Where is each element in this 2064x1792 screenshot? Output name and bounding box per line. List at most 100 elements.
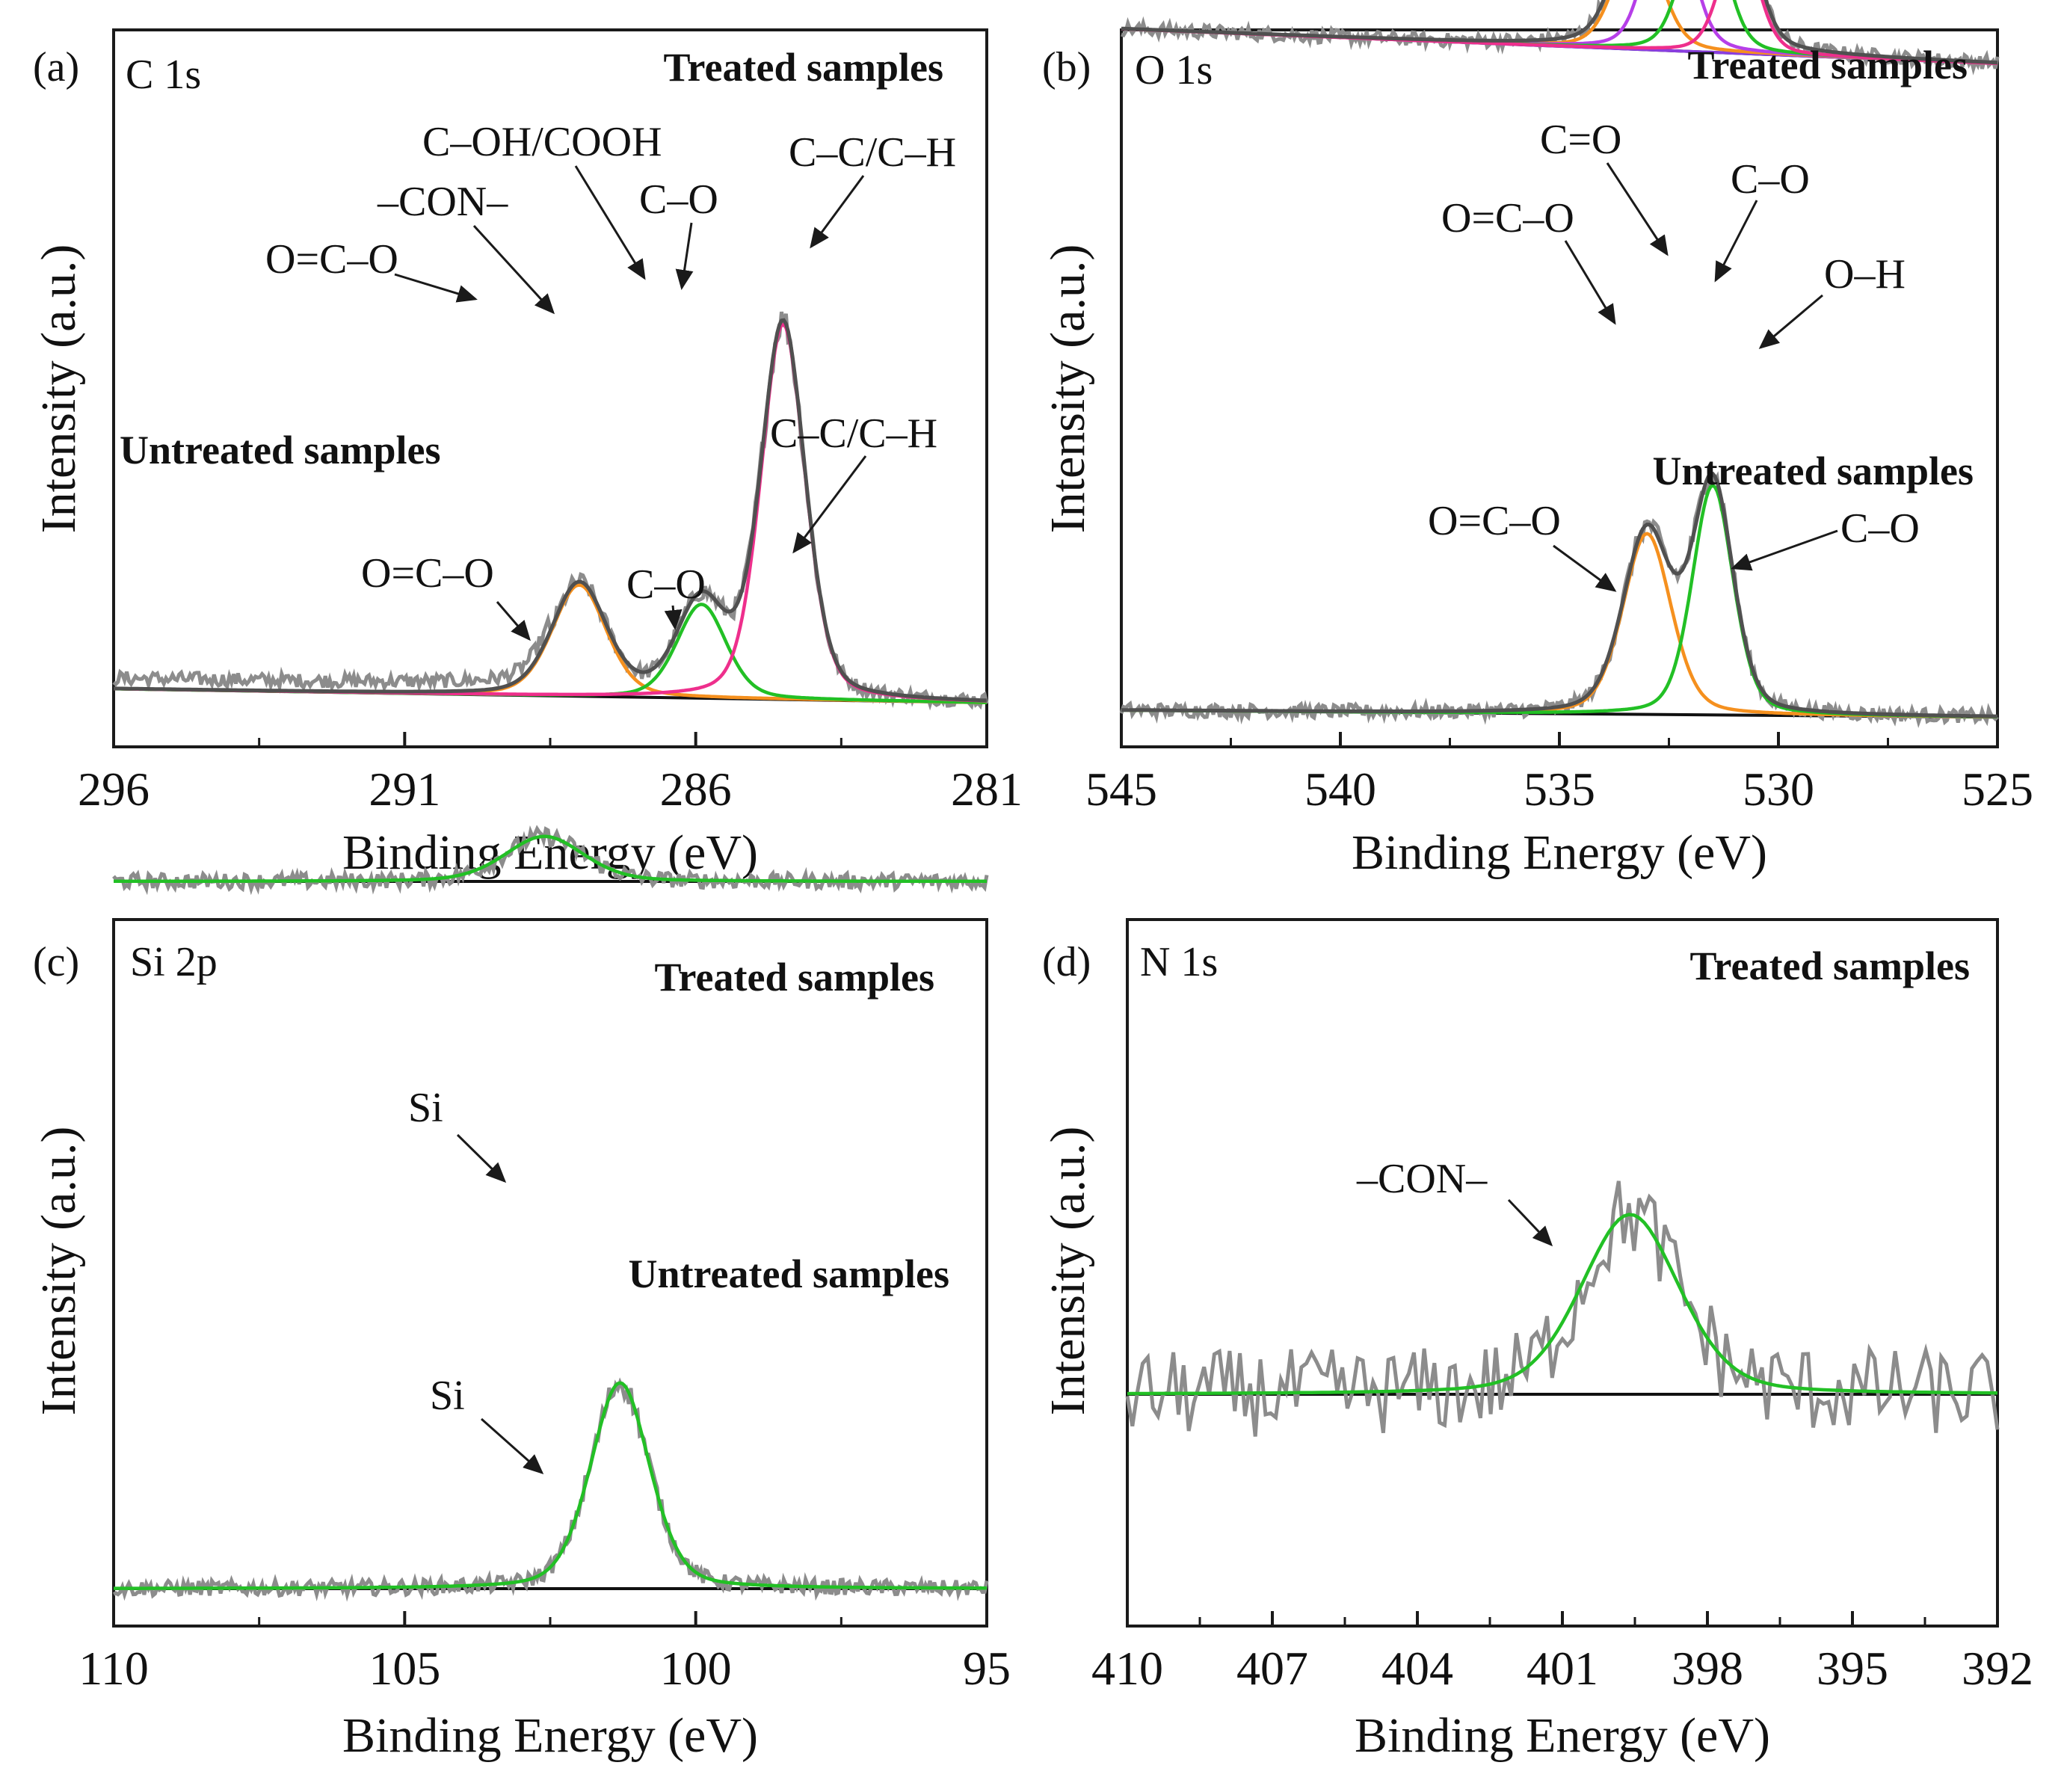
panel-a-raw-1 <box>112 311 989 711</box>
panel-b-tick-label: 535 <box>1524 763 1595 816</box>
panel-b-treated-label: Treated samples <box>1688 43 1968 87</box>
panel-d-plot <box>1125 1180 2000 1437</box>
panel-d: 410 407 404 401 398 395 392 (d) N 1s Treated s… <box>1041 918 2033 1763</box>
panel-d-arrow-con <box>1507 1198 1553 1247</box>
panel-b-arrow-oh-treated <box>1758 294 1823 349</box>
panel-d-xlabel: Binding Energy (eV) <box>1355 1708 1770 1763</box>
panel-c-xlabel: Binding Energy (eV) <box>342 1708 758 1763</box>
panel-a-arrow-cc-treated <box>810 175 865 249</box>
panel-d-treated-label: Treated samples <box>1690 943 1970 988</box>
panel-b-label-oco-untreated: O=C–O <box>1428 498 1561 544</box>
panel-c-raw-1 <box>112 1377 989 1602</box>
panel-d-raw-0 <box>1125 1180 2000 1437</box>
panel-d-tick-label: 395 <box>1817 1642 1888 1695</box>
panel-b-envelope-1 <box>1121 472 1998 718</box>
panel-a-label-co-untreated: C–O <box>626 561 706 608</box>
panel-c-element-label: Si 2p <box>130 939 218 985</box>
panel-b-arrow-c=o-treated <box>1606 162 1669 256</box>
panel-a-plot <box>112 311 989 711</box>
panel-c-peak-0-0 <box>114 834 987 884</box>
panel-b-label-co-treated: C–O <box>1731 156 1810 203</box>
panel-c-label-si-untreated: Si <box>430 1373 465 1419</box>
panel-b-ticks: 545 540 535 530 525 <box>1085 732 2033 816</box>
panel-d-tick-label: 392 <box>1962 1642 2033 1695</box>
panel-d-tick-label: 407 <box>1236 1642 1308 1695</box>
panel-d-tick-label: 404 <box>1381 1642 1453 1695</box>
panel-a-label-cc-treated: C–C/C–H <box>789 129 956 176</box>
panel-a-label-oco-treated: O=C–O <box>265 236 398 283</box>
panel-a-tick-label: 296 <box>78 763 150 816</box>
panel-a-arrow-cc-untreated <box>792 455 867 554</box>
panel-a-treated-label: Treated samples <box>664 45 943 90</box>
panel-b-tick-label: 545 <box>1085 763 1157 816</box>
panel-d-label-con: –CON– <box>1356 1156 1488 1202</box>
panel-c-untreated-label: Untreated samples <box>629 1251 949 1296</box>
panel-a-label-co-treated: C–O <box>639 176 718 223</box>
panel-c-tick-label: 110 <box>78 1642 149 1695</box>
panel-c-ticks: 110 105 100 95 <box>78 1611 1011 1695</box>
panel-b-label-oco-treated: O=C–O <box>1441 195 1574 241</box>
panel-c-arrow-si-treated <box>456 1133 507 1183</box>
panel-b-arrow-co-untreated <box>1731 529 1838 571</box>
panel-c-label-si-treated: Si <box>408 1085 443 1131</box>
panel-b-peak-1-0 <box>1121 532 1997 719</box>
panel-a-arrow-co-untreated <box>664 605 683 630</box>
panel-a-tick-label: 291 <box>369 763 440 816</box>
panel-a-arrow-co-treated <box>675 222 694 290</box>
panel-c-plot <box>112 825 989 1602</box>
panel-a-envelope-1 <box>114 318 988 703</box>
panel-c-label: (c) <box>33 939 79 985</box>
panel-d-ticks: 410 407 404 401 398 395 392 <box>1091 1611 2033 1695</box>
panel-a-label-cohcooh-treated: C–OH/COOH <box>422 119 662 165</box>
panel-b-envelope-0 <box>1121 0 1998 65</box>
panel-c-tick-label: 105 <box>369 1642 440 1695</box>
panel-a: 296 291 286 281 (a) C 1s Treated samples Un… <box>31 28 1023 880</box>
panel-b-label: (b) <box>1042 44 1091 90</box>
panel-b-label-c=o-treated: C=O <box>1540 117 1621 163</box>
panel-a-label: (a) <box>33 44 79 90</box>
panel-d-tick-label: 410 <box>1091 1642 1163 1695</box>
panel-c-arrow-si-untreated <box>481 1417 544 1474</box>
panel-a-label-oco-untreated: O=C–O <box>361 550 494 597</box>
panel-b-xlabel: Binding Energy (eV) <box>1352 825 1767 880</box>
panel-a-ylabel: Intensity (a.u.) <box>31 244 86 534</box>
panel-a-tick-label: 286 <box>660 763 732 816</box>
panel-b-arrow-oco-treated <box>1564 240 1616 325</box>
panel-a-arrow-oco-treated <box>394 273 478 303</box>
panel-d-tick-label: 401 <box>1527 1642 1598 1695</box>
panel-c-tick-label: 100 <box>660 1642 732 1695</box>
panel-a-peak-1-2 <box>114 322 987 703</box>
panel-a-arrow-oco-untreated <box>496 601 531 641</box>
panel-b-arrow-oco-untreated <box>1553 544 1617 592</box>
panel-a-label-cc-untreated: C–C/C–H <box>770 410 937 457</box>
panel-a-untreated-label: Untreated samples <box>120 428 440 472</box>
panel-d-label: (d) <box>1042 939 1091 985</box>
panel-b-raw-1 <box>1119 471 1999 728</box>
panel-d-tick-label: 398 <box>1672 1642 1743 1695</box>
panel-c-tick-label: 95 <box>963 1642 1011 1695</box>
panel-d-peak-0-0 <box>1127 1213 1997 1396</box>
panel-b-tick-label: 525 <box>1962 763 2033 816</box>
panel-c-peak-1-0 <box>114 1381 988 1590</box>
panel-b-label-oh-treated: O–H <box>1824 251 1906 298</box>
panel-d-frame <box>1126 918 1999 1628</box>
panel-c-ylabel: Intensity (a.u.) <box>31 1127 86 1416</box>
panel-b-tick-label: 530 <box>1743 763 1814 816</box>
panel-b-ylabel: Intensity (a.u.) <box>1041 244 1095 534</box>
panel-a-ticks: 296 291 286 281 <box>78 732 1023 816</box>
panel-b: 545 540 535 530 525 (b) O 1s Treated samples… <box>1041 0 2033 880</box>
panel-a-element-label: C 1s <box>126 52 201 98</box>
panel-a-label-con-treated: –CON– <box>377 179 508 225</box>
panel-b-tick-label: 540 <box>1304 763 1376 816</box>
panel-a-arrow-cohcooh-treated <box>574 165 646 280</box>
panel-b-label-co-untreated: C–O <box>1840 505 1920 552</box>
panel-d-element-label: N 1s <box>1140 939 1218 985</box>
panel-b-plot <box>1119 0 2000 728</box>
panel-b-untreated-label: Untreated samples <box>1653 449 1974 493</box>
panel-c-treated-label: Treated samples <box>655 955 934 1000</box>
panel-a-tick-label: 281 <box>951 763 1023 816</box>
panel-b-arrow-co-treated <box>1714 200 1758 283</box>
panel-c: 110 105 100 95 (c) Si 2p Treated samples Un… <box>31 825 1011 1763</box>
panel-a-arrow-con-treated <box>472 224 555 315</box>
